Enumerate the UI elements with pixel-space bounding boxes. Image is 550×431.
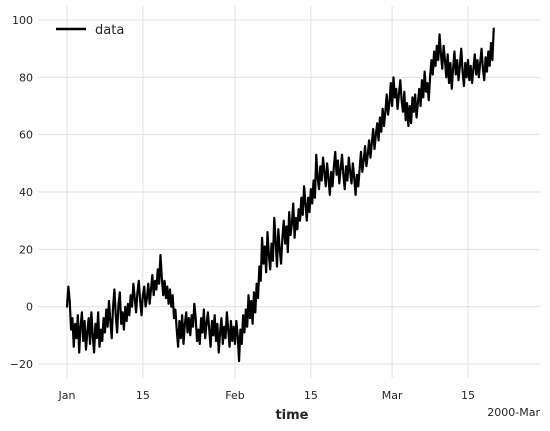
x-tick-label: 15 xyxy=(136,389,150,402)
legend: data xyxy=(56,23,124,38)
x-axis-offset-label: 2000-Mar xyxy=(487,406,540,419)
legend-label: data xyxy=(95,23,124,38)
y-tick-label: 80 xyxy=(19,71,33,84)
series-layer xyxy=(65,27,495,363)
x-tick-label: Jan xyxy=(58,389,76,402)
grid xyxy=(38,6,540,378)
y-tick-label: 0 xyxy=(26,301,33,314)
x-tick-label: 15 xyxy=(461,389,475,402)
series-line-data xyxy=(65,27,495,363)
x-tick-label: 15 xyxy=(304,389,318,402)
y-tick-label: 60 xyxy=(19,129,33,142)
x-axis-ticks: Jan 15 Feb 15 Mar 15 xyxy=(58,389,475,402)
y-tick-label: −20 xyxy=(10,358,33,371)
x-tick-label: Feb xyxy=(225,389,244,402)
x-axis-title: time xyxy=(275,408,308,423)
y-tick-label: 40 xyxy=(19,186,33,199)
x-tick-label: Mar xyxy=(382,389,403,402)
y-axis-ticks: −20 0 20 40 60 80 100 xyxy=(10,14,33,371)
y-tick-label: 100 xyxy=(12,14,33,27)
y-tick-label: 20 xyxy=(19,243,33,256)
